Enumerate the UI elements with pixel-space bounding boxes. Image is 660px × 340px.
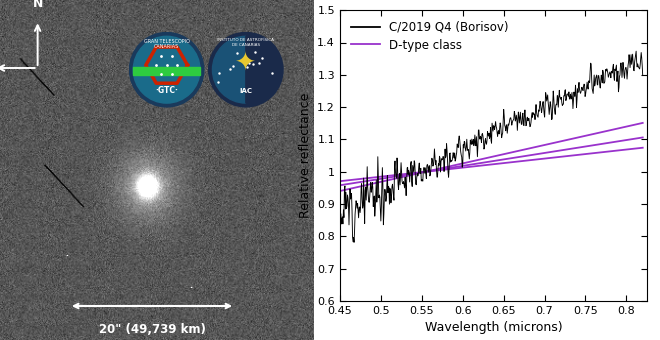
X-axis label: Wavelength (microns): Wavelength (microns)	[424, 321, 562, 334]
Circle shape	[129, 33, 204, 107]
Text: 20" (49,739 km): 20" (49,739 km)	[98, 323, 205, 336]
Circle shape	[133, 36, 200, 103]
Text: DE CANARIAS: DE CANARIAS	[232, 43, 260, 47]
Text: ·GTC·: ·GTC·	[155, 86, 178, 95]
Text: ✦: ✦	[236, 52, 256, 76]
Wedge shape	[213, 36, 246, 103]
Y-axis label: Relative reflectance: Relative reflectance	[299, 93, 312, 218]
Text: GRAN TELESCOPIO: GRAN TELESCOPIO	[144, 39, 189, 44]
Legend: C/2019 Q4 (Borisov), D-type class: C/2019 Q4 (Borisov), D-type class	[346, 16, 513, 56]
Wedge shape	[246, 36, 279, 103]
Bar	[133, 67, 200, 75]
Text: CANARIAS: CANARIAS	[154, 44, 180, 49]
Circle shape	[209, 33, 283, 107]
Text: N: N	[32, 0, 43, 10]
Text: IAC: IAC	[240, 88, 252, 94]
Text: INSTITUTO DE ASTROFÍSICA: INSTITUTO DE ASTROFÍSICA	[217, 38, 275, 42]
